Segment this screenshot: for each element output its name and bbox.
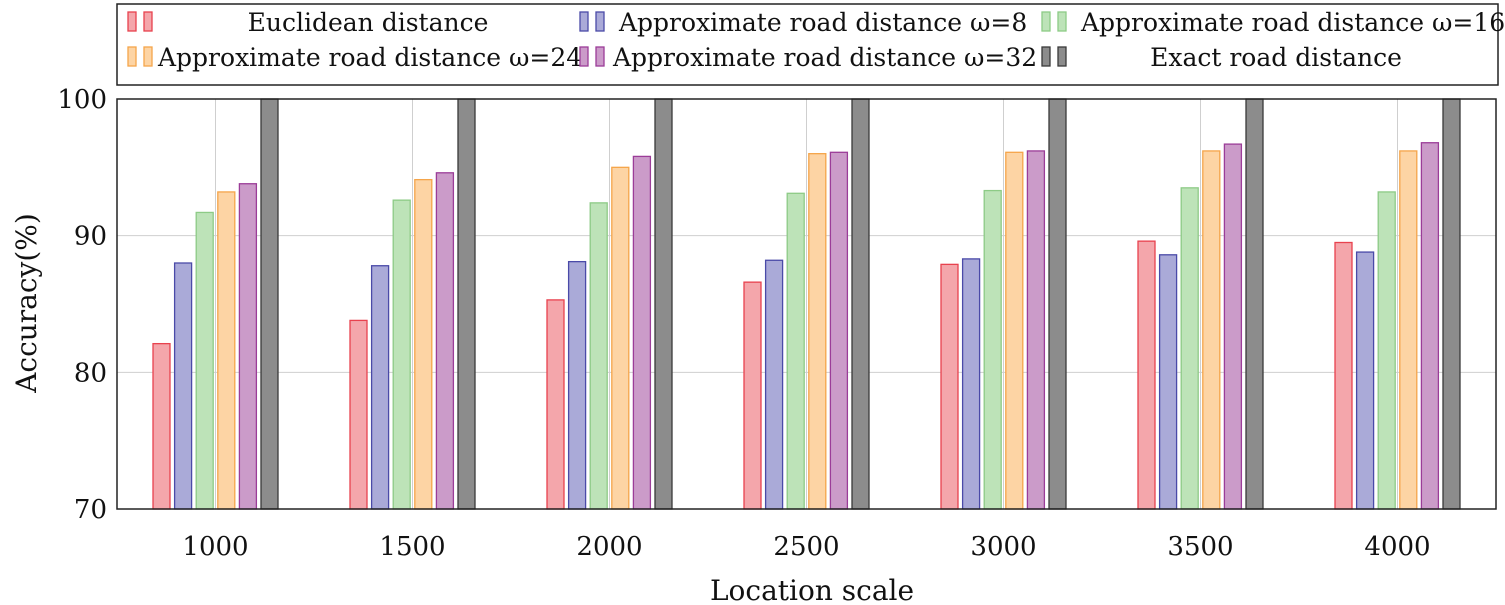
bar	[414, 178, 433, 510]
x-tick-label: 2500	[773, 532, 839, 562]
bar	[567, 260, 587, 510]
bar	[1048, 98, 1067, 510]
y-tick-label: 80	[74, 358, 107, 388]
y-tick-label: 100	[57, 85, 107, 115]
bar	[808, 153, 827, 510]
y-tick-label: 90	[74, 222, 107, 252]
x-tick-label: 1500	[379, 532, 445, 562]
bar	[1026, 150, 1046, 510]
bar	[195, 211, 214, 510]
bar	[370, 265, 390, 510]
x-tick-label: 1000	[182, 532, 248, 562]
legend-label: Approximate road distance ω=24	[157, 43, 582, 72]
bar	[457, 98, 476, 510]
y-tick-label: 70	[74, 495, 107, 525]
x-tick-label: 4000	[1364, 532, 1430, 562]
bar	[1223, 143, 1243, 510]
bar	[1005, 151, 1024, 510]
bar	[764, 259, 784, 510]
legend-marker	[579, 46, 589, 67]
legend-label: Euclidean distance	[248, 8, 489, 37]
bar	[435, 172, 455, 510]
x-tick-label: 2000	[576, 532, 642, 562]
legend-marker	[143, 11, 153, 32]
y-axis-label: Accuracy(%)	[10, 213, 43, 394]
bar	[152, 342, 171, 510]
bar	[1442, 98, 1461, 510]
bar	[173, 262, 193, 510]
bar	[238, 183, 258, 510]
legend-label: Approximate road distance ω=16	[1080, 8, 1505, 37]
bar	[1202, 150, 1221, 510]
grid-layer	[117, 98, 1496, 510]
ticks-layer: 70 80 90 100 1000 1500 2000 2500 3000 3500 4000	[57, 85, 1430, 562]
legend-marker	[595, 46, 605, 67]
x-axis-label: Location scale	[710, 574, 914, 605]
legend-marker	[595, 11, 605, 32]
bar	[1377, 191, 1396, 510]
bar	[983, 189, 1002, 510]
x-tick-label: 3000	[970, 532, 1036, 562]
legend-marker	[127, 11, 137, 32]
bar	[961, 258, 981, 510]
bar	[349, 319, 368, 510]
bar	[260, 98, 279, 510]
bar	[1180, 187, 1199, 510]
plot-frame	[116, 98, 1497, 510]
legend-marker	[579, 11, 589, 32]
bar	[1355, 251, 1375, 510]
bar	[743, 281, 762, 510]
legend-label: Approximate road distance ω=32	[612, 43, 1037, 72]
legend-label: Approximate road distance ω=8	[618, 8, 1027, 37]
legend-marker	[1041, 46, 1051, 67]
legend-marker	[1057, 11, 1067, 32]
bar	[1158, 254, 1178, 510]
bar	[611, 166, 630, 510]
bar	[654, 98, 673, 510]
legend-marker	[1057, 46, 1067, 67]
bar	[392, 199, 411, 510]
legend: Euclidean distance Approximate road dista…	[116, 3, 1505, 86]
bar	[589, 202, 608, 510]
bar	[217, 191, 236, 510]
bar	[1399, 150, 1418, 510]
bar	[1334, 241, 1353, 510]
legend-label: Exact road distance	[1150, 43, 1402, 72]
x-tick-label: 3500	[1167, 532, 1233, 562]
bar	[632, 155, 652, 510]
bar	[851, 98, 870, 510]
frame-layer	[116, 98, 1497, 510]
bar	[940, 263, 959, 510]
bar	[546, 299, 565, 510]
bar	[1245, 98, 1264, 510]
bars-layer	[152, 98, 1461, 510]
legend-marker	[127, 46, 137, 67]
bar	[1137, 240, 1156, 510]
legend-marker	[1041, 11, 1051, 32]
legend-marker	[143, 46, 153, 67]
legend-frame	[116, 3, 1499, 86]
bar	[786, 192, 805, 510]
bar	[829, 151, 849, 510]
bar	[1420, 142, 1440, 510]
